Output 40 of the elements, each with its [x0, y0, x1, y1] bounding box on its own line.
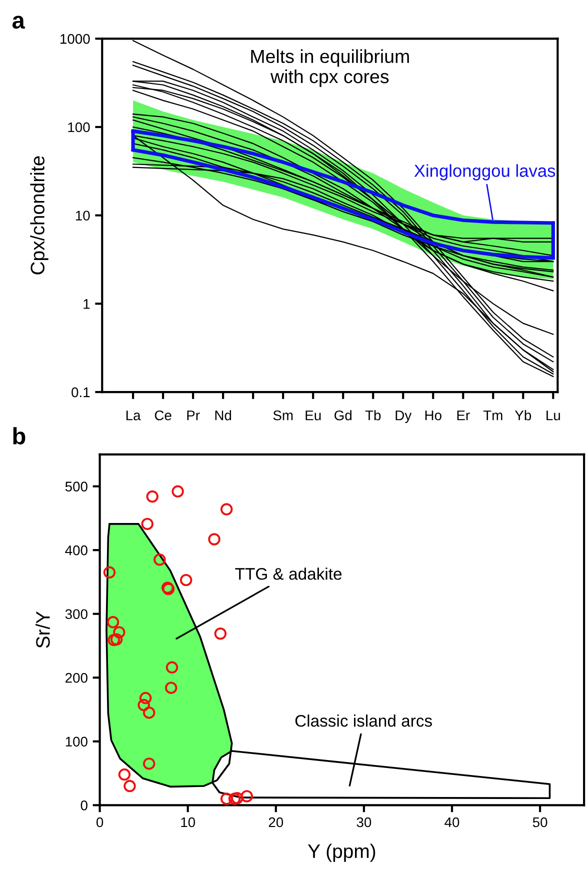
y-tick-label: 100	[68, 122, 90, 132]
series-label: Xinglonggou lavas	[414, 164, 556, 180]
y-tick-label: 10	[76, 210, 90, 221]
y-tick-label: 400	[65, 545, 88, 556]
y-tick-label: 300	[65, 609, 88, 620]
chart-title: b	[13, 427, 26, 444]
x-tick-label: 40	[444, 817, 460, 828]
y-tick-label: 0.1	[72, 387, 90, 398]
x-tick-label: 30	[356, 817, 372, 828]
x-tick-label: La	[126, 410, 141, 420]
x-tick-label: Pr	[187, 410, 200, 420]
x-axis-title: Y (ppm)	[308, 844, 376, 862]
x-tick-label: Er	[457, 410, 470, 420]
x-tick-label: Yb	[514, 410, 532, 420]
y-axis-title: Sr/Y	[36, 611, 50, 648]
x-tick-label: Ce	[154, 410, 172, 420]
x-tick-label: Tb	[365, 410, 381, 420]
y-axis-title: Cpx/chondrite	[30, 156, 48, 274]
x-tick-label: Eu	[306, 410, 321, 420]
x-tick-label: Nd	[215, 410, 232, 420]
y-tick-label: 100	[66, 736, 88, 747]
y-tick-label: 1	[84, 299, 90, 309]
x-tick-label: Tm	[483, 410, 502, 420]
x-tick-label: 0	[96, 817, 104, 828]
x-tick-label: Lu	[546, 410, 560, 420]
x-tick-label: Sm	[273, 410, 293, 420]
y-tick-label: 200	[66, 672, 88, 683]
annotation: Melts in equilibrium with cpx cores	[251, 49, 409, 87]
x-tick-label: 50	[532, 817, 548, 828]
x-tick-label: Dy	[396, 410, 412, 424]
chart-title: a	[12, 16, 26, 29]
y-tick-label: 500	[65, 482, 88, 492]
x-tick-label: Ho	[425, 410, 442, 420]
x-tick-label: Gd	[334, 410, 352, 420]
x-tick-label: 10	[181, 817, 196, 828]
x-tick-label: 20	[268, 817, 284, 828]
text: TTG & adakite	[235, 568, 342, 580]
y-tick-label: 0	[80, 800, 88, 810]
series-label: Classic island arcs	[295, 714, 432, 727]
y-tick-label: 1000	[60, 34, 90, 44]
